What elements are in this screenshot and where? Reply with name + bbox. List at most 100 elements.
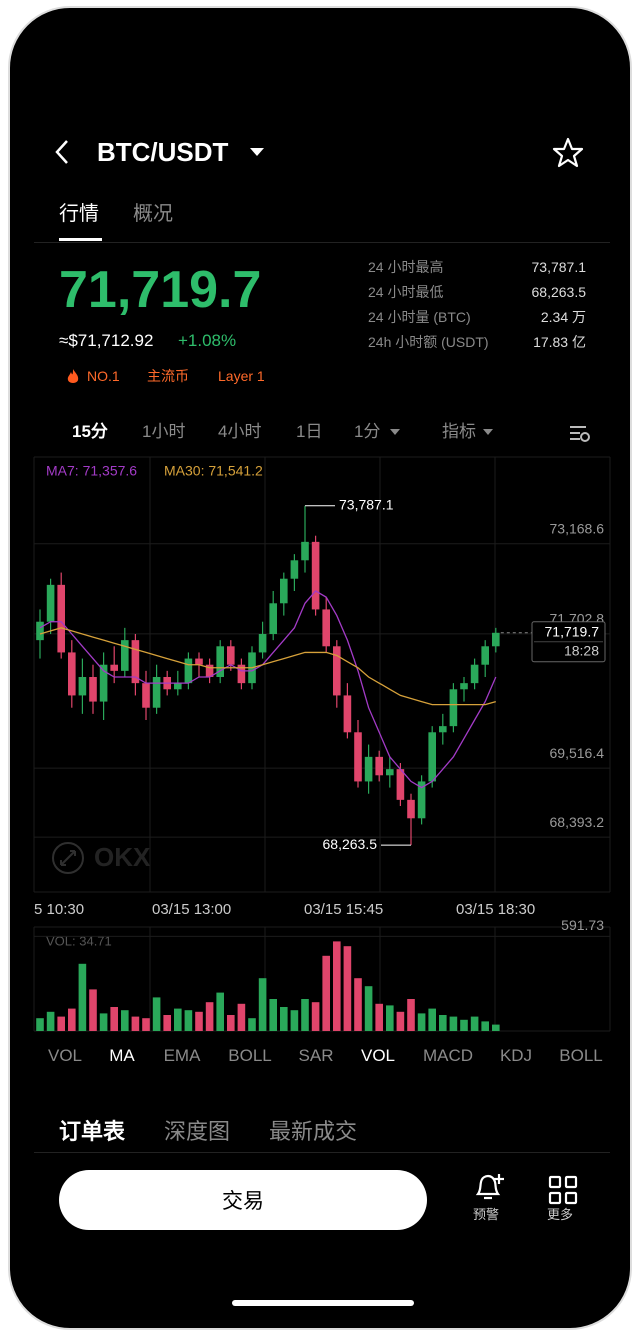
phone-screen: BTC/USDT 行情 概况 71,719.7 ≈$71,712.92 +1.0… bbox=[8, 6, 632, 1330]
indicator-tab[interactable]: MACD bbox=[422, 1046, 474, 1065]
interval[interactable]: 4小时 bbox=[218, 422, 262, 441]
candle-body bbox=[46, 584, 55, 622]
volume-bar bbox=[449, 1016, 458, 1031]
volume-bar bbox=[470, 1016, 479, 1031]
interval[interactable]: 1日 bbox=[296, 422, 323, 441]
dropdown-arrow bbox=[483, 429, 493, 435]
bottom-tab[interactable]: 深度图 bbox=[164, 1119, 231, 1144]
home-indicator bbox=[232, 1300, 414, 1306]
volume-bar bbox=[99, 1013, 108, 1031]
candle-body bbox=[492, 632, 500, 647]
fire-icon bbox=[67, 369, 79, 383]
alert-label[interactable]: 预警 bbox=[473, 1207, 500, 1222]
candle-body bbox=[386, 769, 394, 776]
bottom-tab[interactable]: 订单表 bbox=[59, 1119, 126, 1144]
volume-bar bbox=[407, 999, 415, 1031]
candle-body bbox=[460, 683, 468, 690]
stat-value: 68,263.5 bbox=[531, 284, 587, 300]
x-tick-label: 03/15 15:45 bbox=[304, 901, 384, 918]
indicator-tab[interactable]: EMA bbox=[163, 1046, 201, 1065]
divider bbox=[34, 1152, 610, 1153]
stat-label: 24 小时最低 bbox=[368, 284, 444, 300]
trade-button[interactable]: 交易 bbox=[59, 1170, 427, 1230]
candle-body bbox=[36, 621, 44, 641]
indicator-tab[interactable]: BOLL bbox=[559, 1046, 603, 1065]
tag[interactable]: Layer 1 bbox=[218, 368, 265, 384]
last-price: 71,719.7 bbox=[59, 261, 262, 319]
pair-title[interactable]: BTC/USDT bbox=[97, 137, 229, 167]
candle-body bbox=[470, 664, 479, 684]
more-icon[interactable] bbox=[547, 1174, 579, 1206]
pair-dropdown[interactable] bbox=[248, 146, 266, 158]
chart-settings[interactable] bbox=[568, 422, 592, 444]
volume-bar bbox=[110, 1007, 118, 1031]
x-tick-label: 03/15 13:00 bbox=[152, 901, 232, 918]
candle-body bbox=[121, 640, 129, 671]
candle-body bbox=[322, 609, 330, 647]
candle-body bbox=[99, 664, 108, 702]
volume-bar bbox=[460, 1019, 468, 1031]
volume-bar bbox=[89, 989, 97, 1031]
volume-bar bbox=[354, 978, 362, 1031]
high-label: 73,787.1 bbox=[339, 496, 394, 512]
indicator-tab[interactable]: VOL bbox=[47, 1046, 83, 1065]
bottom-tab[interactable]: 最新成交 bbox=[269, 1119, 358, 1144]
candle-body bbox=[205, 664, 214, 677]
candle-body bbox=[280, 578, 288, 604]
usd-price: ≈$71,712.92 bbox=[59, 331, 154, 350]
indicator-tab[interactable]: KDJ bbox=[499, 1046, 533, 1065]
tag[interactable]: NO.1 bbox=[87, 368, 120, 384]
indicator-tab[interactable]: MA bbox=[109, 1046, 135, 1065]
candle-body bbox=[174, 683, 182, 690]
candle-body bbox=[57, 584, 65, 653]
interval[interactable]: 指标 bbox=[442, 422, 476, 441]
volume-label: VOL: 34.71 bbox=[46, 933, 112, 948]
y-tick-label: 591.73 bbox=[561, 917, 604, 933]
favorite-star[interactable] bbox=[551, 136, 585, 170]
tab-market[interactable]: 行情 bbox=[59, 203, 99, 225]
indicator-tab[interactable]: SAR bbox=[298, 1046, 334, 1065]
volume-bar bbox=[142, 1018, 150, 1031]
interval[interactable]: 1分 bbox=[354, 422, 381, 441]
volume-bar bbox=[248, 1018, 256, 1031]
volume-bar bbox=[311, 1002, 320, 1031]
interval[interactable]: 15分 bbox=[72, 422, 108, 441]
candle-body bbox=[428, 732, 436, 782]
tag[interactable]: 主流币 bbox=[147, 368, 189, 384]
volume-bar bbox=[121, 1010, 129, 1031]
candle-body bbox=[216, 646, 224, 677]
volume-bar bbox=[417, 1013, 426, 1031]
candle-body bbox=[110, 664, 118, 671]
volume-bar bbox=[492, 1024, 500, 1031]
candle-body bbox=[131, 640, 140, 684]
candle-body bbox=[343, 695, 352, 733]
back-button[interactable] bbox=[52, 138, 74, 166]
tab-overview[interactable]: 概况 bbox=[133, 203, 173, 225]
volume-bar bbox=[227, 1015, 235, 1031]
candle-body bbox=[481, 646, 489, 665]
interval[interactable]: 1小时 bbox=[142, 422, 186, 441]
stat-label: 24h 小时额 (USDT) bbox=[368, 334, 489, 350]
indicator-tab[interactable]: BOLL bbox=[228, 1046, 272, 1065]
candle-body bbox=[237, 664, 246, 684]
volume-bar bbox=[322, 955, 330, 1031]
indicator-tab[interactable]: VOL bbox=[360, 1046, 396, 1065]
candle-body bbox=[152, 677, 161, 708]
candle-body bbox=[301, 541, 309, 561]
candle-body bbox=[89, 677, 97, 702]
more-label[interactable]: 更多 bbox=[547, 1207, 574, 1222]
screen-content: BTC/USDT 行情 概况 71,719.7 ≈$71,712.92 +1.0… bbox=[10, 8, 630, 1328]
volume-bar bbox=[396, 1011, 405, 1031]
volume-bar bbox=[184, 1010, 193, 1031]
candle-body bbox=[227, 646, 235, 665]
volume-bar bbox=[195, 1011, 203, 1031]
alert-icon[interactable] bbox=[472, 1170, 508, 1204]
volume-bar bbox=[163, 1015, 171, 1031]
candle-body bbox=[333, 646, 341, 696]
ma-line bbox=[39, 590, 497, 789]
stat-label: 24 小时量 (BTC) bbox=[368, 309, 471, 325]
volume-bar bbox=[375, 1003, 383, 1031]
volume-bar bbox=[428, 1008, 436, 1031]
